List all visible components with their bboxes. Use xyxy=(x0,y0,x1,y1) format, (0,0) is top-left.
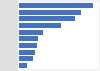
Bar xyxy=(19,43,37,48)
Bar xyxy=(19,10,81,15)
Bar xyxy=(19,63,27,68)
Bar xyxy=(19,23,61,28)
Bar xyxy=(19,50,35,55)
Bar xyxy=(19,30,43,35)
Bar xyxy=(19,3,93,8)
Bar xyxy=(19,56,33,61)
Bar xyxy=(19,36,38,41)
Bar xyxy=(19,16,75,21)
